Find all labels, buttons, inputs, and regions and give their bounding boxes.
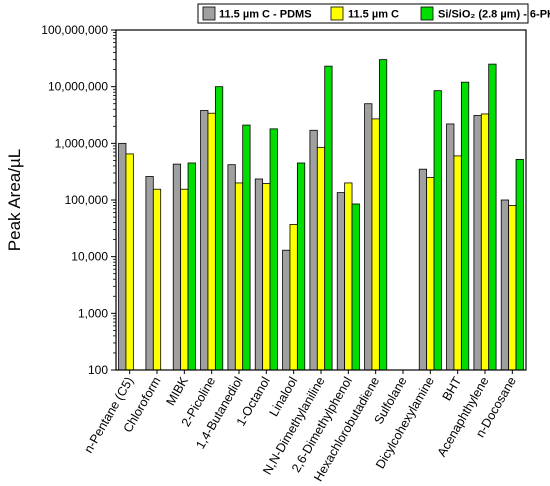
bar-11-5-m-c-pdms-acenaphthylene xyxy=(473,115,482,371)
y-tick-label: 10,000 xyxy=(71,250,108,264)
bar-11-5-m-c-pdms-n-docosane xyxy=(500,199,510,371)
bar-11-5-m-c-1-4-butanediol xyxy=(234,182,244,371)
bar-11-5-m-c-pdms-2-picoline xyxy=(200,110,209,371)
bar-11-5-m-c-pdms-bht xyxy=(446,123,455,371)
legend-label-11-5-m-c-pdms: 11.5 µm C - PDMS xyxy=(219,9,312,21)
bar-11-5-m-c-mibk xyxy=(180,188,189,371)
bar-si-sio-2-8-m-6-ph-1-4-butanediol xyxy=(242,124,251,371)
bar-11-5-m-c-n-docosane xyxy=(508,205,517,371)
bar-11-5-m-c-acenaphthylene xyxy=(480,113,490,371)
y-tick-label: 100,000,000 xyxy=(41,23,108,37)
bar-si-sio-2-8-m-6-ph-n-docosane xyxy=(515,159,524,371)
bar-si-sio-2-8-m-6-ph-acenaphthylene xyxy=(488,63,497,371)
bar-si-sio-2-8-m-6-ph-2-picoline xyxy=(214,86,224,371)
bar-11-5-m-c-pdms-hexachlorobutadiene xyxy=(364,103,373,371)
bar-11-5-m-c-pdms-n-pentane-c5 xyxy=(118,142,127,371)
legend-swatch-si-sio-2-8-m-6-ph xyxy=(420,6,434,21)
bar-11-5-m-c-pdms-linalool xyxy=(282,249,291,371)
legend-label-11-5-m-c: 11.5 µm C xyxy=(348,9,399,21)
y-axis: 100 1,000 10,000 100,000 1,000,000 10,000,000… xyxy=(41,23,116,377)
bar-11-5-m-c-pdms-1-octanol xyxy=(254,178,264,371)
bar-si-sio-2-8-m-6-ph-1-octanol xyxy=(269,128,278,371)
bar-11-5-m-c-pdms-mibk xyxy=(172,163,182,371)
bar-11-5-m-c-bht xyxy=(453,155,462,371)
bar-si-sio-2-8-m-6-ph-bht xyxy=(460,81,470,371)
bar-si-sio-2-8-m-6-ph-linalool xyxy=(296,162,306,371)
bar-11-5-m-c-n-pentane-c5 xyxy=(125,153,134,371)
y-tick-label: 1,000,000 xyxy=(55,136,109,150)
bar-11-5-m-c-pdms-chloroform xyxy=(145,176,154,371)
bar-11-5-m-c-n-n-dimethylaniline xyxy=(316,146,326,371)
y-axis-title: Peak Area/µL xyxy=(5,149,24,251)
bar-si-sio-2-8-m-6-ph-mibk xyxy=(187,162,196,371)
bar-11-5-m-c-hexachlorobutadiene xyxy=(371,118,380,371)
bar-11-5-m-c-chloroform xyxy=(152,188,162,371)
legend-swatch-11-5-m-c xyxy=(330,6,344,21)
x-tick-label: MIBK xyxy=(164,374,192,408)
legend: 11.5 µm C - PDMS 11.5 µm C Si/SiO₂ (2.8 µm… xyxy=(197,3,550,24)
bar-si-sio-2-8-m-6-ph-dicylcohexylamine xyxy=(433,90,442,371)
bar-si-sio-2-8-m-6-ph-n-n-dimethylaniline xyxy=(324,65,333,371)
x-axis: n-Pentane (C5)Chloroform MIBK2-Picoline1,… xyxy=(81,370,519,484)
legend-box xyxy=(197,3,529,24)
bar-11-5-m-c-2-picoline xyxy=(207,112,216,371)
y-tick-label: 100 xyxy=(88,363,108,377)
bar-si-sio-2-8-m-6-ph-2-6-dimethylphenol xyxy=(351,203,360,371)
x-tick-label: BHT xyxy=(440,374,465,403)
bar-11-5-m-c-pdms-2-6-dimethylphenol xyxy=(336,192,346,371)
plot-frame xyxy=(115,29,527,371)
y-tick-label: 100,000 xyxy=(65,193,109,207)
legend-swatch-11-5-m-c-pdms xyxy=(202,6,216,21)
bar-11-5-m-c-pdms-dicylcohexylamine xyxy=(418,168,428,371)
bars-group xyxy=(118,59,524,371)
bar-11-5-m-c-dicylcohexylamine xyxy=(426,177,435,371)
bar-11-5-m-c-linalool xyxy=(289,224,298,371)
bar-11-5-m-c-2-6-dimethylphenol xyxy=(344,182,353,371)
bar-11-5-m-c-1-octanol xyxy=(262,183,271,371)
y-tick-label: 1,000 xyxy=(78,306,108,320)
bar-11-5-m-c-pdms-n-n-dimethylaniline xyxy=(309,129,318,371)
y-tick-label: 10,000,000 xyxy=(48,80,108,94)
bar-si-sio-2-8-m-6-ph-hexachlorobutadiene xyxy=(378,59,388,371)
legend-label-si-sio-2-8-m-6-ph: Si/SiO₂ (2.8 µm) - 6-PH xyxy=(438,9,550,21)
bar-11-5-m-c-pdms-1-4-butanediol xyxy=(227,164,236,371)
